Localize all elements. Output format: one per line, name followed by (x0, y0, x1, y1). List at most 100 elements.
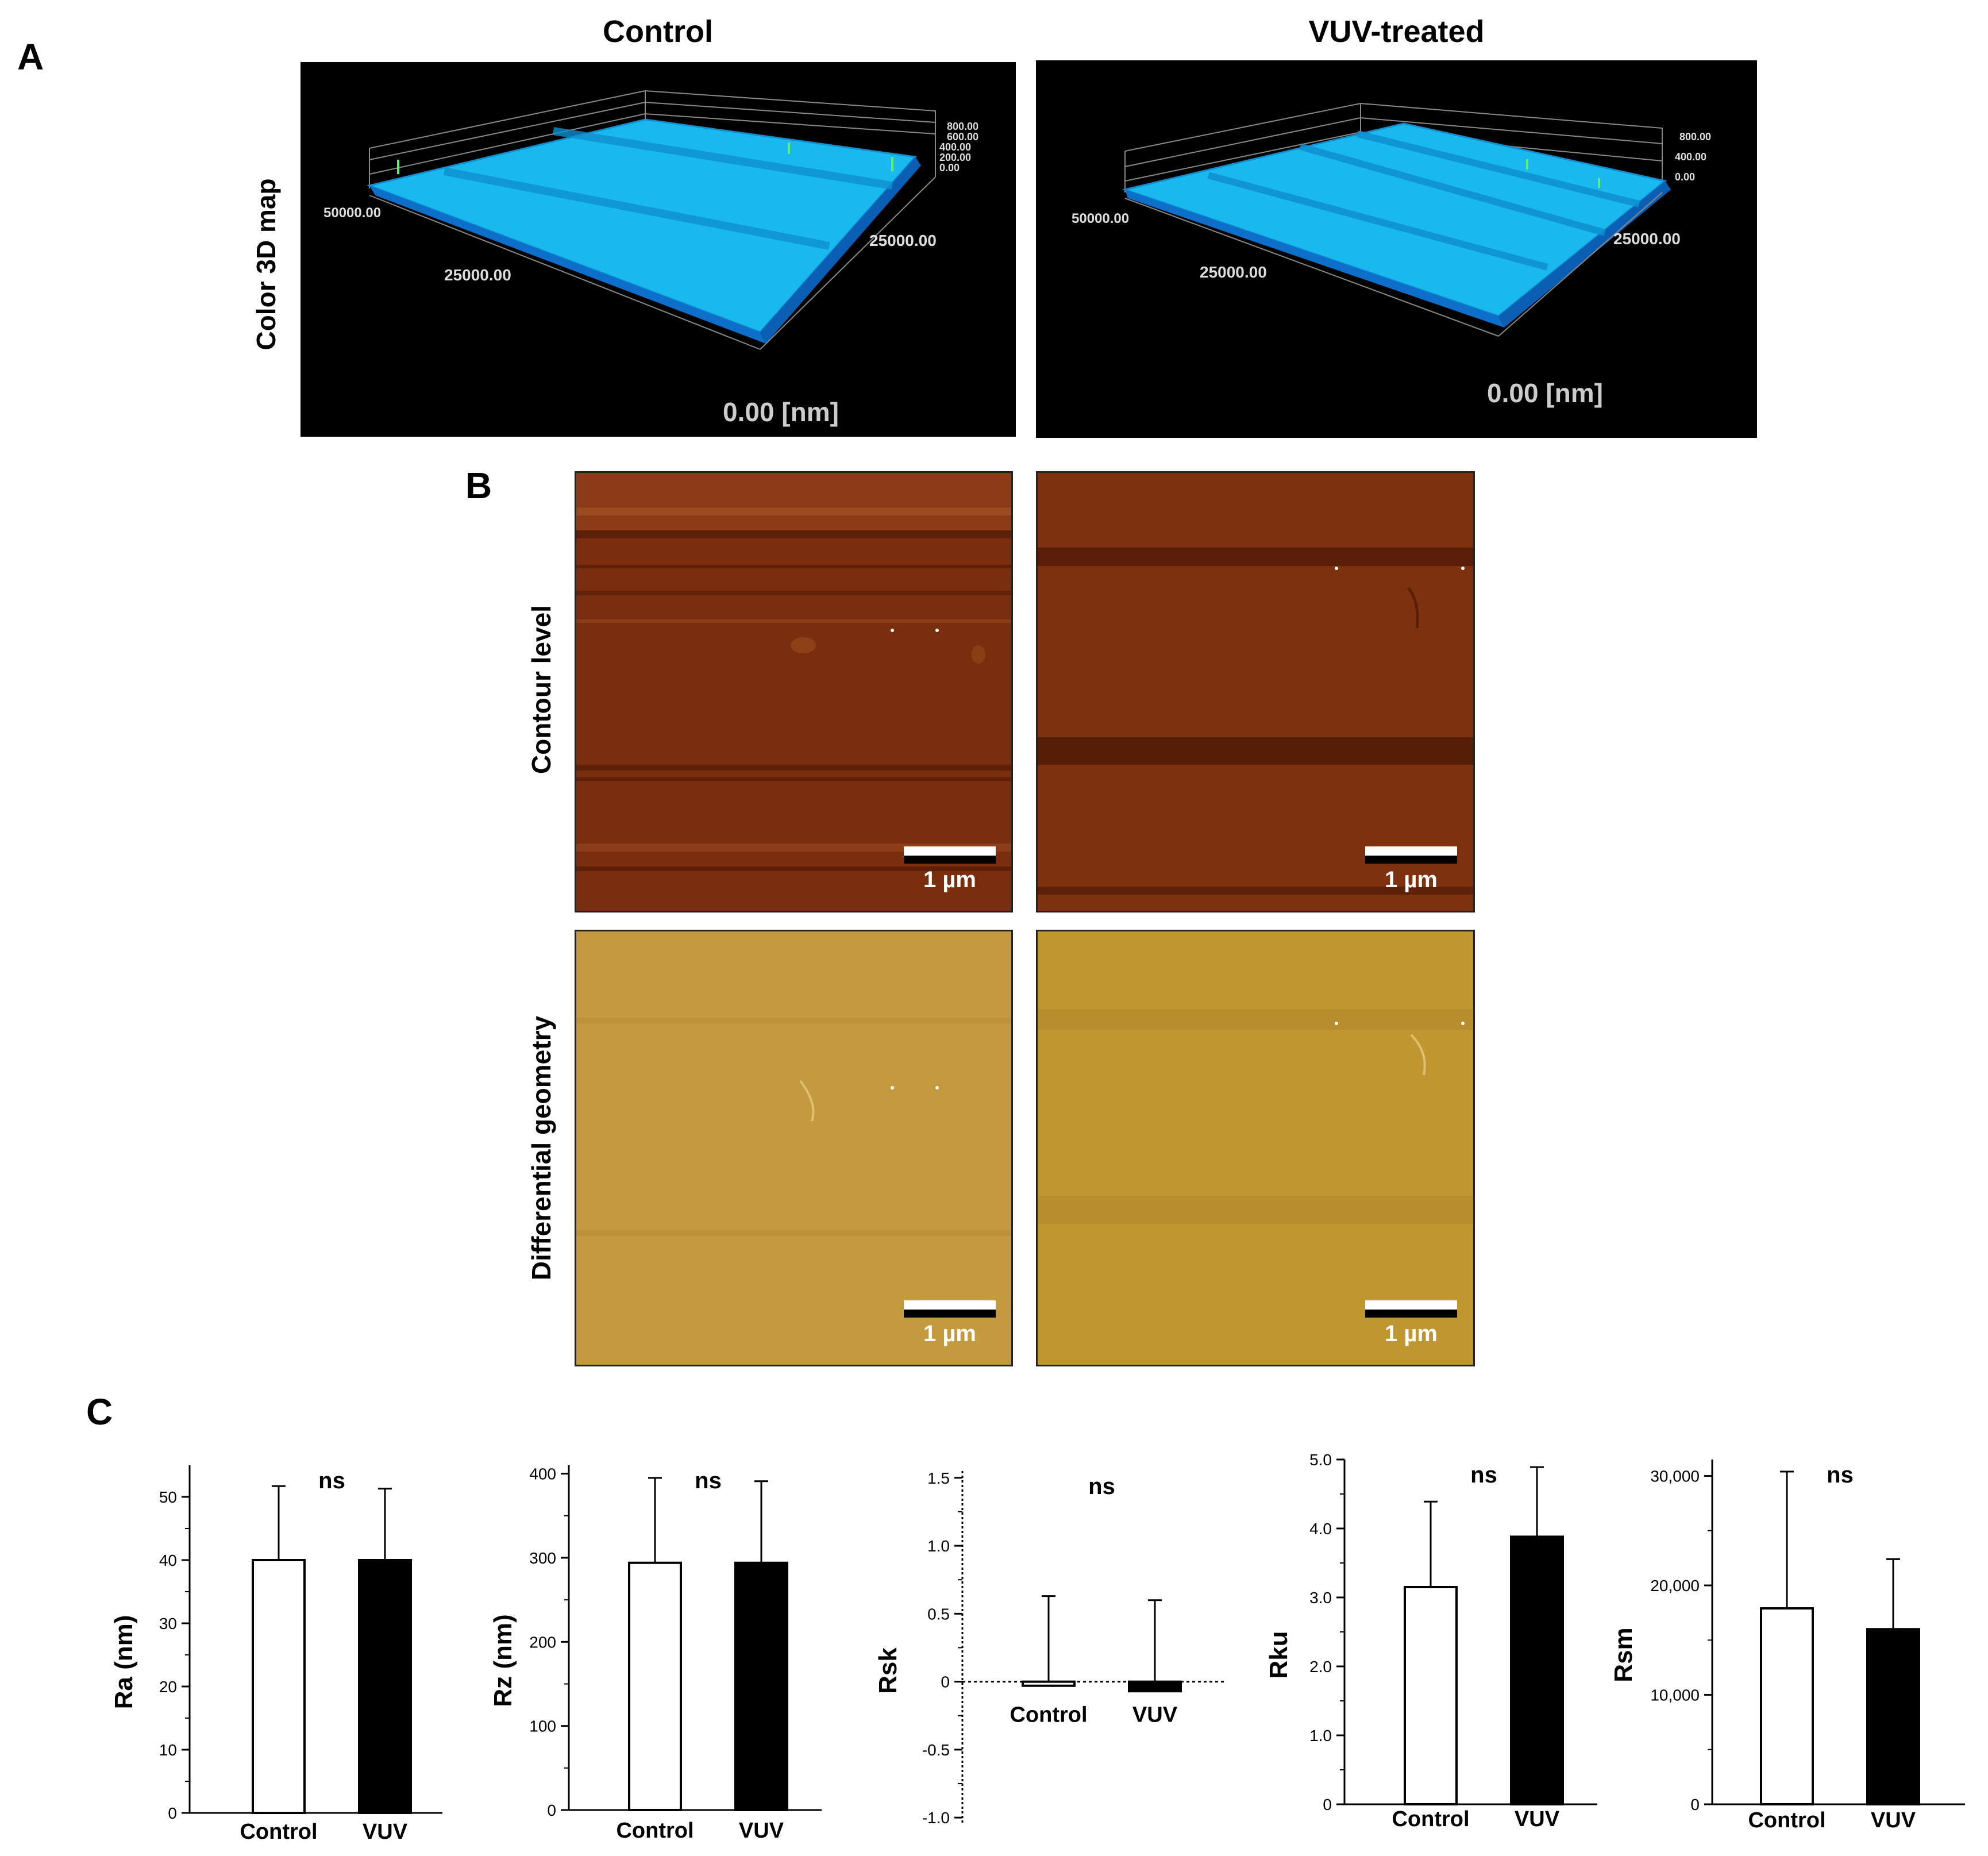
axis-tick-label: 50000.00 (1072, 211, 1129, 226)
contour-texture (1038, 548, 1473, 895)
scale-bar-label: 1 µm (923, 1321, 976, 1346)
bar-vuv (358, 1559, 412, 1814)
row-label-differential-geometry: Differential geometry (526, 1015, 556, 1281)
scale-bar: 1 µm (1365, 1300, 1457, 1347)
origin-label: 0.00 [nm] (1487, 378, 1603, 408)
y-tick-label: 30,000 (1650, 1468, 1700, 1485)
y-tick-label: 50 (159, 1488, 177, 1506)
bar-chart-ra: 0 10 20 30 40 50 Ra (nm) Control VUV ns (110, 1465, 442, 1844)
column-title-control: Control (603, 14, 713, 49)
y-tick-label: -1.0 (922, 1809, 950, 1827)
bar-control (1022, 1680, 1076, 1687)
bar-vuv (1510, 1535, 1564, 1805)
axis-tick-label: 25000.00 (444, 266, 511, 284)
significance-label: ns (1470, 1462, 1497, 1488)
y-tick-label: 10,000 (1650, 1686, 1700, 1704)
z-tick-label: 400.00 (939, 141, 971, 153)
row-label-contour-level: Contour level (526, 605, 556, 774)
panel-letter-a: A (17, 36, 44, 78)
axis-tick-label: 50000.00 (323, 205, 381, 221)
axis-tick-label: 25000.00 (1613, 230, 1681, 248)
surface-render-control: 800.00 600.00 400.00 200.00 0.00 50000.0… (323, 90, 978, 427)
z-tick-label: 800.00 (947, 121, 978, 132)
bar-control (1404, 1586, 1458, 1805)
column-title-vuv-treated: VUV-treated (1308, 14, 1485, 49)
y-tick-label: 4.0 (1309, 1520, 1332, 1538)
scale-bar: 1 µm (1365, 846, 1457, 893)
bar-vuv (734, 1561, 788, 1811)
significance-label: ns (1827, 1462, 1854, 1488)
panel-letter-b: B (465, 465, 492, 506)
y-axis-label: Rku (1265, 1631, 1293, 1678)
y-tick-label: 10 (159, 1741, 177, 1759)
y-tick-label: 300 (529, 1549, 556, 1567)
z-tick-label: 400.00 (1675, 151, 1706, 163)
bar-control (252, 1559, 306, 1814)
bar-vuv (1128, 1680, 1182, 1693)
y-tick-label: 0 (168, 1804, 177, 1822)
category-label: Control (1392, 1807, 1469, 1831)
surface-render-vuv: 800.00 400.00 0.00 50000.00 25000.00 250… (1072, 102, 1711, 408)
y-tick-label: 0 (547, 1801, 556, 1819)
y-tick-label: 0 (1323, 1796, 1332, 1813)
axis-tick-label: 25000.00 (869, 232, 937, 249)
y-axis-label: Rsk (874, 1647, 902, 1694)
category-label: VUV (1132, 1703, 1178, 1727)
y-tick-label: 400 (529, 1465, 556, 1483)
contour-image-vuv: 1 µm (1036, 471, 1475, 912)
y-tick-label: 2.0 (1309, 1658, 1332, 1676)
differential-texture (1038, 1009, 1473, 1225)
y-axis-label: Ra (nm) (110, 1615, 138, 1709)
color-3d-map-control: 800.00 600.00 400.00 200.00 0.00 50000.0… (300, 62, 1016, 437)
y-tick-label: 40 (159, 1551, 177, 1569)
contour-image-control: 1 µm (575, 471, 1013, 912)
z-tick-label: 200.00 (939, 152, 971, 163)
category-label: VUV (1871, 1808, 1916, 1832)
y-tick-label: 0 (1690, 1796, 1700, 1813)
origin-label: 0.00 [nm] (723, 397, 839, 427)
differential-image-vuv: 1 µm (1036, 930, 1475, 1366)
contour-texture (576, 473, 1011, 871)
bar-chart-rku: 0 1.0 2.0 3.0 4.0 5.0 Rku Control VUV ns (1265, 1451, 1597, 1831)
differential-image-control: 1 µm (575, 930, 1013, 1366)
y-tick-label: 30 (159, 1615, 177, 1632)
bar-control (628, 1561, 682, 1811)
y-tick-label: 1.0 (1309, 1727, 1332, 1745)
panel-letter-c: C (86, 1391, 113, 1433)
category-label: VUV (739, 1819, 784, 1843)
y-tick-label: 1.5 (927, 1469, 950, 1487)
scale-bar-label: 1 µm (1385, 867, 1438, 892)
scale-bar-label: 1 µm (923, 867, 976, 892)
category-label: VUV (1515, 1807, 1560, 1831)
y-tick-label: 20,000 (1650, 1577, 1700, 1595)
significance-label: ns (695, 1468, 722, 1493)
z-tick-label: 0.00 (1675, 171, 1695, 183)
color-3d-map-vuv-treated: 800.00 400.00 0.00 50000.00 25000.00 250… (1036, 60, 1757, 438)
bar-chart-rz: 0 100 200 300 400 Rz (nm) Control VUV ns (489, 1465, 822, 1843)
category-label: Control (1010, 1703, 1087, 1727)
bar-chart-rsk: -1.0 -0.5 0 0.5 1.0 1.5 Rsk Control VUV ns (874, 1469, 1227, 1827)
y-tick-label: 200 (529, 1633, 556, 1651)
significance-label: ns (318, 1468, 345, 1493)
bar-vuv (1866, 1628, 1920, 1805)
significance-label: ns (1088, 1474, 1115, 1499)
category-label: Control (240, 1820, 317, 1844)
y-tick-label: 1.0 (927, 1537, 950, 1555)
category-label: Control (1748, 1808, 1825, 1832)
bar-control (1760, 1607, 1814, 1805)
axis-tick-label: 25000.00 (1200, 263, 1267, 281)
y-tick-label: 5.0 (1309, 1451, 1332, 1469)
y-tick-label: 0.5 (927, 1605, 950, 1623)
z-tick-label: 600.00 (947, 131, 978, 143)
bar-chart-rsm: 0 10,000 20,000 30,000 Rsm Control VUV ns (1609, 1460, 1965, 1832)
y-tick-label: 20 (159, 1678, 177, 1696)
differential-texture (576, 1018, 1011, 1236)
category-label: Control (616, 1819, 694, 1843)
scale-bar: 1 µm (904, 846, 996, 893)
scale-bar-label: 1 µm (1385, 1321, 1438, 1346)
y-axis-label: Rz (nm) (489, 1614, 517, 1707)
z-tick-label: 800.00 (1679, 131, 1711, 143)
y-tick-label: -0.5 (922, 1741, 950, 1759)
category-label: VUV (363, 1820, 408, 1844)
z-tick-label: 0.00 (939, 162, 960, 174)
